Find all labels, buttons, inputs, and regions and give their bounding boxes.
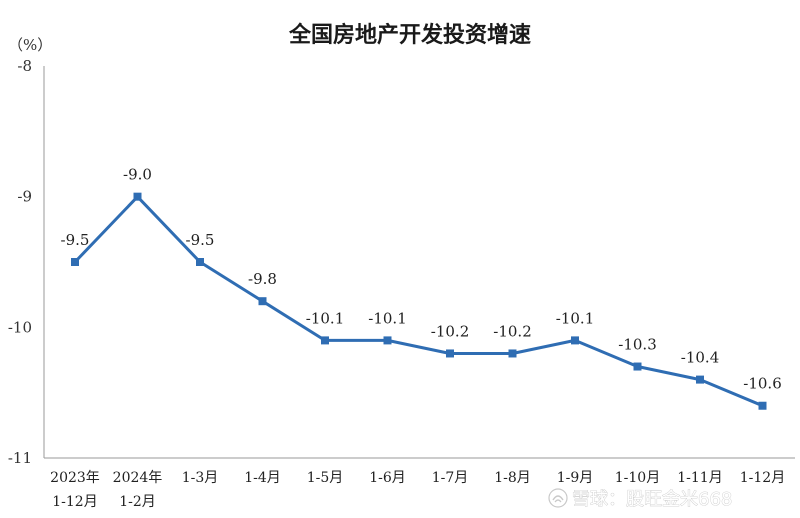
watermark: 雪球：股旺金米668 bbox=[548, 488, 733, 510]
data-point-marker bbox=[571, 336, 579, 345]
snowball-logo-icon bbox=[548, 488, 568, 508]
data-point-label: -10.1 bbox=[368, 309, 406, 327]
y-tick-labels: -8 -9 -10 -11 bbox=[8, 57, 32, 467]
x-tick-label: 1-11月 bbox=[677, 470, 722, 486]
data-point-label: -9.8 bbox=[248, 270, 277, 288]
data-point-label: -10.3 bbox=[618, 336, 656, 354]
x-tick-label: 1-3月 bbox=[182, 470, 219, 486]
y-tick-label: -10 bbox=[8, 318, 32, 336]
x-tick-label: 1-5月 bbox=[307, 470, 344, 486]
y-tick-label: -11 bbox=[8, 449, 32, 467]
data-labels: -9.5 -9.0 -9.5 -9.8 -10.1 -10.1 -10.2 -10.2 -10.… bbox=[61, 166, 782, 393]
y-tick-label: -9 bbox=[17, 188, 32, 206]
data-point-marker bbox=[133, 192, 142, 201]
data-point-marker bbox=[633, 362, 642, 371]
x-tick-label: 1-6月 bbox=[369, 470, 406, 486]
x-tick-label: 1-9月 bbox=[557, 470, 594, 486]
data-point-label: -10.2 bbox=[493, 322, 531, 340]
data-point-label: -10.1 bbox=[556, 309, 594, 327]
data-markers bbox=[71, 192, 767, 410]
x-tick-label: 1-8月 bbox=[494, 470, 531, 486]
y-axis-unit-label: （%） bbox=[8, 36, 52, 54]
data-point-label: -10.4 bbox=[681, 349, 719, 367]
x-tick-label: 1-12月 bbox=[740, 470, 785, 486]
data-point-marker bbox=[258, 297, 267, 306]
x-tick-label: 1-2月 bbox=[119, 494, 156, 510]
data-point-marker bbox=[696, 375, 704, 384]
chart-title: 全国房地产开发投资增速 bbox=[288, 22, 531, 48]
data-point-marker bbox=[758, 401, 767, 410]
data-point-label: -9.5 bbox=[61, 231, 90, 249]
data-point-label: -9.5 bbox=[186, 231, 215, 249]
data-point-marker bbox=[321, 336, 329, 345]
data-point-label: -10.6 bbox=[743, 375, 781, 393]
x-tick-label: 1-4月 bbox=[244, 470, 281, 486]
series-line bbox=[73, 195, 764, 408]
data-point-marker bbox=[196, 258, 204, 266]
x-tick-label: 1-10月 bbox=[615, 470, 660, 486]
x-tick-label: 2024年 bbox=[113, 470, 163, 486]
data-point-marker bbox=[383, 336, 392, 345]
y-tick-label: -8 bbox=[17, 57, 32, 75]
x-tick-label: 1-7月 bbox=[432, 470, 469, 486]
data-point-label: -9.0 bbox=[123, 166, 152, 184]
x-tick-label: 1-12月 bbox=[52, 494, 97, 510]
data-point-marker bbox=[71, 258, 79, 266]
watermark-text: 雪球：股旺金米668 bbox=[572, 489, 732, 510]
data-point-label: -10.1 bbox=[306, 309, 344, 327]
x-tick-label: 2023年 bbox=[50, 470, 100, 486]
data-point-marker bbox=[508, 349, 517, 358]
x-tick-labels: 2023年 1-12月 2024年 1-2月 1-3月 1-4月 1-5月 1-6月 1-7月 1… bbox=[50, 470, 785, 510]
data-point-label: -10.2 bbox=[431, 322, 469, 340]
data-point-marker bbox=[446, 349, 454, 358]
